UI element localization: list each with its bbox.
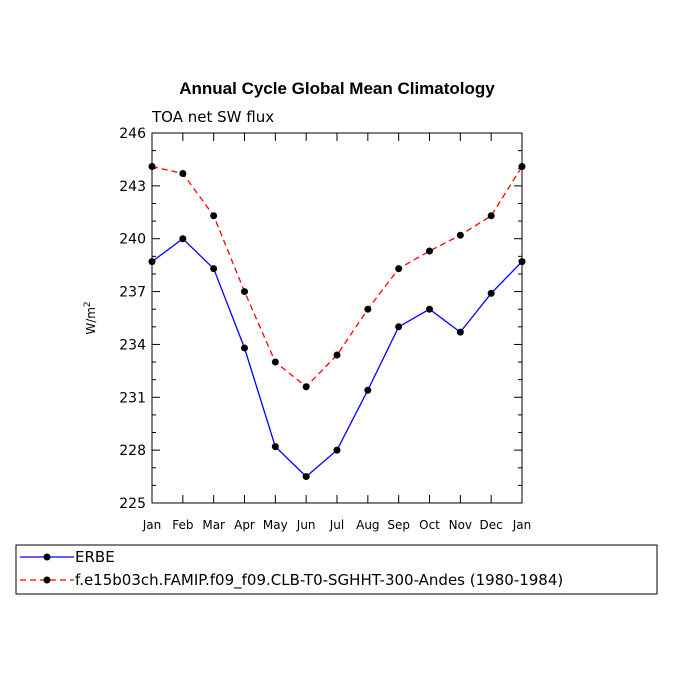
y-tick-label: 246 (119, 126, 146, 142)
y-axis: 225 228 231 234 237 240 243 246 (119, 126, 522, 512)
data-point-series-0 (518, 258, 526, 266)
y-tick-label: 225 (119, 496, 146, 512)
legend-box (15, 544, 658, 595)
data-point-series-0 (456, 328, 464, 336)
data-point-series-1 (456, 231, 464, 239)
legend-label-model: f.e15b03ch.FAMIP.f09_f09.CLB-T0-SGHHT-30… (75, 571, 563, 590)
data-point-series-1 (487, 212, 495, 220)
x-tick-label: Mar (202, 518, 225, 532)
x-tick-label: Jun (296, 518, 316, 532)
x-tick-label: Dec (480, 518, 503, 532)
x-tick-label: Aug (356, 518, 379, 532)
legend: ERBE f.e15b03ch.FAMIP.f09_f09.CLB-T0-SGH… (15, 544, 658, 595)
data-point-series-0 (179, 235, 187, 243)
data-point-series-0 (271, 443, 279, 451)
data-point-series-1 (210, 212, 218, 220)
y-tick-label: 231 (119, 390, 146, 406)
chart-title: Annual Cycle Global Mean Climatology (179, 79, 495, 98)
legend-marker-model (43, 576, 51, 584)
x-tick-label: Nov (449, 518, 472, 532)
legend-marker-erbe (43, 553, 51, 561)
y-axis-label: W/m2 (83, 301, 98, 334)
y-tick-label: 234 (119, 337, 146, 353)
x-axis: Jan Feb Mar Apr May Jun Jul Aug Sep Oct Nov Dec Jan (142, 133, 532, 532)
data-point-series-1 (333, 351, 341, 359)
data-point-series-0 (210, 265, 218, 273)
series-layer (148, 162, 526, 481)
y-tick-label: 243 (119, 179, 146, 195)
x-tick-label: Jan (512, 518, 532, 532)
x-tick-label: May (263, 518, 288, 532)
data-point-series-1 (426, 247, 433, 255)
y-tick-label: 228 (119, 443, 146, 459)
data-point-series-1 (241, 288, 248, 296)
data-point-series-0 (241, 344, 248, 352)
legend-label-erbe: ERBE (75, 548, 115, 566)
data-point-series-1 (395, 265, 403, 273)
data-point-series-1 (518, 162, 526, 170)
data-point-series-1 (148, 162, 156, 170)
x-tick-label: Jul (329, 518, 344, 532)
data-point-series-0 (364, 386, 372, 394)
chart-subtitle: TOA net SW flux (151, 108, 274, 126)
data-point-series-0 (395, 323, 403, 331)
data-point-series-1 (271, 358, 279, 366)
data-point-series-1 (364, 305, 372, 313)
x-tick-label: Oct (419, 518, 440, 532)
x-tick-label: Apr (234, 518, 255, 532)
data-point-series-0 (333, 446, 341, 454)
data-point-series-0 (426, 305, 433, 313)
x-tick-label: Sep (387, 518, 410, 532)
y-tick-label: 240 (119, 232, 146, 248)
data-point-series-0 (148, 258, 156, 266)
x-tick-label: Jan (142, 518, 162, 532)
y-tick-label: 237 (119, 285, 146, 301)
data-point-series-0 (487, 289, 495, 297)
data-point-series-1 (302, 383, 310, 391)
data-point-series-1 (179, 170, 187, 178)
data-point-series-0 (302, 473, 310, 481)
x-tick-label: Feb (172, 518, 193, 532)
